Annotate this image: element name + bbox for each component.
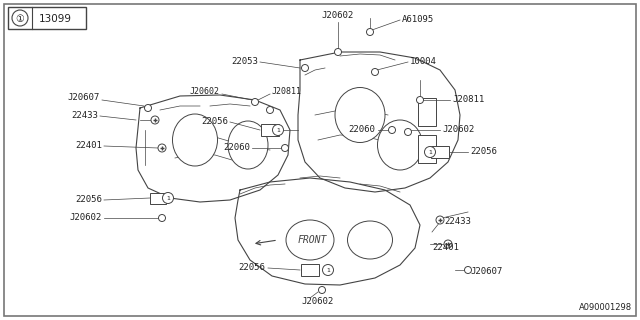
Bar bbox=[150, 193, 166, 204]
Text: 10004: 10004 bbox=[410, 58, 437, 67]
Circle shape bbox=[465, 267, 472, 274]
Circle shape bbox=[159, 214, 166, 221]
Bar bbox=[418, 135, 436, 163]
Circle shape bbox=[417, 97, 424, 103]
Text: J20602: J20602 bbox=[190, 86, 220, 95]
Circle shape bbox=[163, 193, 173, 204]
Text: 1: 1 bbox=[428, 150, 432, 155]
Ellipse shape bbox=[286, 220, 334, 260]
Text: 22060: 22060 bbox=[223, 143, 250, 153]
Text: 22056: 22056 bbox=[470, 148, 497, 156]
Text: 1: 1 bbox=[166, 196, 170, 201]
Text: 22056: 22056 bbox=[238, 263, 265, 273]
Circle shape bbox=[335, 49, 342, 55]
Text: FRONT: FRONT bbox=[298, 235, 328, 245]
Text: A090001298: A090001298 bbox=[579, 303, 632, 312]
Text: 22060: 22060 bbox=[348, 125, 375, 134]
Text: 22401: 22401 bbox=[432, 243, 459, 252]
Circle shape bbox=[151, 116, 159, 124]
Ellipse shape bbox=[348, 221, 392, 259]
Circle shape bbox=[252, 99, 259, 106]
Circle shape bbox=[371, 68, 378, 76]
Bar bbox=[301, 264, 319, 276]
Circle shape bbox=[282, 145, 289, 151]
Text: J20602: J20602 bbox=[70, 213, 102, 222]
Circle shape bbox=[444, 240, 452, 248]
Circle shape bbox=[319, 286, 326, 293]
Circle shape bbox=[145, 105, 152, 111]
Ellipse shape bbox=[378, 120, 422, 170]
Text: 22056: 22056 bbox=[201, 117, 228, 126]
Circle shape bbox=[158, 144, 166, 152]
Text: J20602: J20602 bbox=[322, 11, 354, 20]
Text: A61095: A61095 bbox=[402, 15, 435, 25]
Text: 22433: 22433 bbox=[444, 218, 471, 227]
Text: J20602: J20602 bbox=[442, 125, 474, 134]
Text: 22401: 22401 bbox=[75, 141, 102, 150]
Ellipse shape bbox=[335, 87, 385, 142]
Circle shape bbox=[301, 65, 308, 71]
Bar bbox=[261, 124, 279, 136]
Circle shape bbox=[404, 129, 412, 135]
Text: J20811: J20811 bbox=[452, 95, 484, 105]
Text: 22433: 22433 bbox=[71, 111, 98, 121]
Text: ①: ① bbox=[15, 13, 24, 23]
Bar bbox=[8, 7, 86, 29]
Text: 1: 1 bbox=[276, 128, 280, 133]
Bar bbox=[431, 146, 449, 158]
Circle shape bbox=[12, 10, 28, 26]
Bar bbox=[418, 98, 436, 126]
Text: J20811: J20811 bbox=[272, 86, 302, 95]
Text: J20602: J20602 bbox=[302, 298, 334, 307]
Circle shape bbox=[424, 147, 435, 157]
Text: 22056: 22056 bbox=[75, 196, 102, 204]
Circle shape bbox=[436, 216, 444, 224]
Text: 13099: 13099 bbox=[38, 13, 72, 23]
Circle shape bbox=[388, 126, 396, 133]
Circle shape bbox=[323, 265, 333, 276]
Ellipse shape bbox=[228, 121, 268, 169]
Ellipse shape bbox=[173, 114, 218, 166]
Text: J20607: J20607 bbox=[470, 268, 502, 276]
Text: 1: 1 bbox=[326, 268, 330, 273]
Text: J20607: J20607 bbox=[68, 92, 100, 101]
Circle shape bbox=[266, 107, 273, 114]
Circle shape bbox=[273, 124, 284, 135]
Text: 22053: 22053 bbox=[231, 58, 258, 67]
Circle shape bbox=[367, 28, 374, 36]
